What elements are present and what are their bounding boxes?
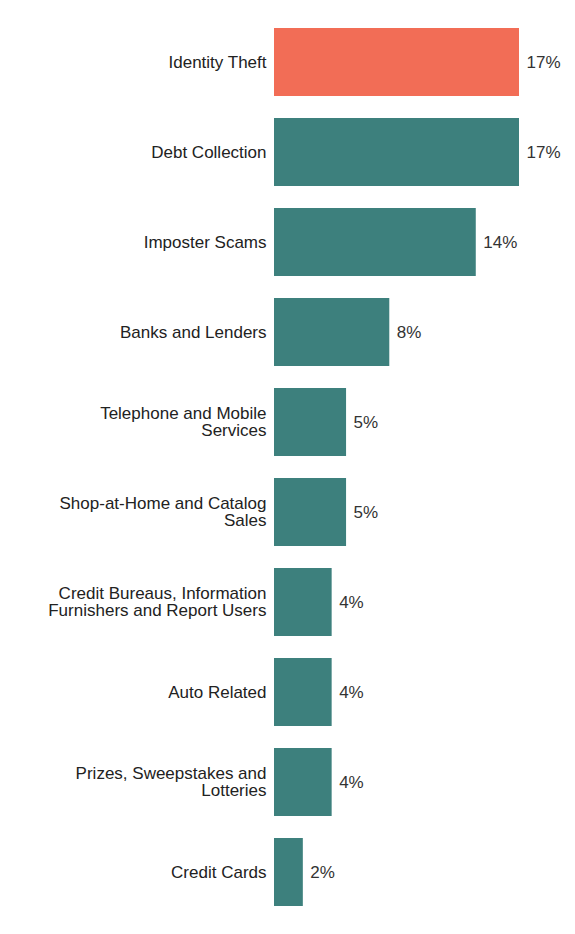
svg-text:5%: 5%: [354, 413, 379, 432]
svg-text:14%: 14%: [483, 233, 517, 252]
svg-text:5%: 5%: [354, 503, 379, 522]
svg-text:Shop-at-Home and CatalogSales: Shop-at-Home and CatalogSales: [60, 494, 267, 530]
svg-text:Debt Collection: Debt Collection: [151, 143, 266, 162]
svg-text:8%: 8%: [397, 323, 422, 342]
svg-text:4%: 4%: [339, 683, 364, 702]
svg-text:Banks and Lenders: Banks and Lenders: [120, 323, 267, 342]
svg-text:Identity Theft: Identity Theft: [169, 53, 267, 72]
svg-text:Prizes, Sweepstakes andLotteri: Prizes, Sweepstakes andLotteries: [76, 764, 267, 800]
svg-text:Credit Bureaus, InformationFur: Credit Bureaus, InformationFurnishers an…: [48, 584, 266, 620]
svg-text:Telephone and MobileServices: Telephone and MobileServices: [100, 404, 266, 440]
svg-text:4%: 4%: [339, 773, 364, 792]
svg-text:4%: 4%: [339, 593, 364, 612]
svg-text:17%: 17%: [527, 143, 561, 162]
svg-text:Credit Cards: Credit Cards: [171, 863, 266, 882]
svg-text:17%: 17%: [527, 53, 561, 72]
svg-text:Imposter Scams: Imposter Scams: [144, 233, 267, 252]
svg-text:Auto Related: Auto Related: [168, 683, 266, 702]
svg-text:2%: 2%: [310, 863, 335, 882]
